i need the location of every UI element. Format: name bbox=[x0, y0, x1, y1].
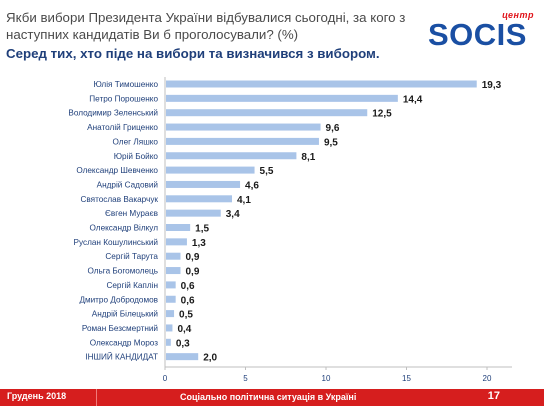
data-label: 2,0 bbox=[203, 353, 217, 364]
bar-chart: Юлія Тимошенко 19,3 Петро Порошенко 14,4 Вол… bbox=[68, 77, 512, 383]
category-label: Анатолій Гриценко bbox=[87, 123, 158, 132]
bar bbox=[166, 353, 199, 361]
data-label: 1,3 bbox=[192, 238, 206, 249]
bar bbox=[166, 123, 321, 131]
category-label: Олександр Вілкул bbox=[90, 224, 159, 233]
category-label: Андрій Садовий bbox=[97, 180, 158, 189]
bar bbox=[166, 94, 398, 102]
category-label: Юрій Бойко bbox=[114, 152, 159, 161]
x-tick-label: 20 bbox=[483, 374, 492, 383]
category-label: Володимир Зеленський bbox=[68, 109, 158, 118]
bar bbox=[166, 180, 241, 188]
category-label: Петро Порошенко bbox=[89, 94, 158, 103]
data-label: 9,5 bbox=[324, 137, 338, 148]
data-label: 5,5 bbox=[260, 166, 274, 177]
data-label: 9,6 bbox=[326, 123, 340, 134]
bar bbox=[166, 209, 221, 217]
category-label: Юлія Тимошенко bbox=[94, 80, 159, 89]
bar bbox=[166, 137, 319, 145]
chart-subtitle: Серед тих, хто піде на вибори та визначи… bbox=[6, 46, 380, 61]
x-tick-label: 15 bbox=[402, 374, 411, 383]
category-label: Святослав Вакарчук bbox=[80, 195, 158, 204]
category-label: Роман Безсмертний bbox=[82, 324, 158, 333]
data-label: 0,9 bbox=[185, 267, 199, 278]
bar bbox=[166, 224, 191, 231]
data-label: 0,5 bbox=[179, 310, 193, 321]
data-label: 0,9 bbox=[185, 252, 199, 263]
bar bbox=[166, 338, 171, 346]
data-label: 12,5 bbox=[372, 109, 392, 120]
data-label: 0,3 bbox=[176, 338, 190, 349]
logo-tsentr-label: центр bbox=[502, 10, 534, 20]
footer-date: Грудень 2018 bbox=[7, 391, 67, 401]
bar bbox=[166, 310, 175, 318]
x-tick-label: 10 bbox=[322, 374, 331, 383]
x-tick-label: 0 bbox=[163, 374, 168, 383]
category-label: Олександр Шевченко bbox=[76, 166, 158, 175]
data-label: 14,4 bbox=[403, 94, 423, 105]
footer-divider bbox=[96, 389, 97, 406]
data-label: 1,5 bbox=[195, 224, 209, 235]
category-label: Дмитро Добродомов bbox=[79, 295, 158, 304]
bar bbox=[166, 80, 477, 88]
bar bbox=[166, 152, 297, 160]
footer-title: Соціально політична ситуація в Україні bbox=[180, 392, 357, 402]
category-label: Олег Ляшко bbox=[113, 137, 159, 146]
bar bbox=[166, 252, 181, 260]
footer-bar: Грудень 2018 Соціально політична ситуаці… bbox=[0, 389, 544, 406]
bar bbox=[166, 295, 176, 303]
category-label: Андрій Білецький bbox=[92, 310, 158, 319]
category-label: Сергій Тарута bbox=[105, 252, 158, 261]
category-label: ІНШИЙ КАНДИДАТ bbox=[85, 351, 158, 362]
category-label: Олександр Мороз bbox=[90, 338, 159, 347]
question-text: Якби вибори Президента України відбували… bbox=[6, 10, 406, 42]
bar bbox=[166, 195, 233, 203]
data-label: 8,1 bbox=[301, 152, 315, 163]
data-label: 0,6 bbox=[181, 295, 195, 306]
socis-logo: центр SOCIS bbox=[426, 10, 538, 52]
category-label: Руслан Кошулинський bbox=[74, 238, 158, 247]
data-label: 4,1 bbox=[237, 195, 251, 206]
data-label: 0,4 bbox=[177, 324, 191, 335]
x-tick-label: 5 bbox=[243, 374, 248, 383]
logo-wordmark: SOCIS bbox=[428, 17, 527, 52]
category-label: Сергій Каплін bbox=[106, 281, 158, 290]
bar bbox=[166, 267, 181, 275]
category-label: Ольга Богомолець bbox=[87, 267, 158, 276]
bar bbox=[166, 281, 176, 289]
bar bbox=[166, 324, 173, 332]
bar bbox=[166, 109, 368, 117]
data-label: 3,4 bbox=[226, 209, 240, 220]
page-number: 17 bbox=[487, 390, 500, 402]
category-label: Євген Мураєв bbox=[105, 209, 158, 218]
data-label: 19,3 bbox=[482, 80, 502, 91]
data-label: 4,6 bbox=[245, 180, 259, 191]
bar bbox=[166, 238, 187, 246]
data-label: 0,6 bbox=[181, 281, 195, 292]
bar bbox=[166, 166, 255, 174]
